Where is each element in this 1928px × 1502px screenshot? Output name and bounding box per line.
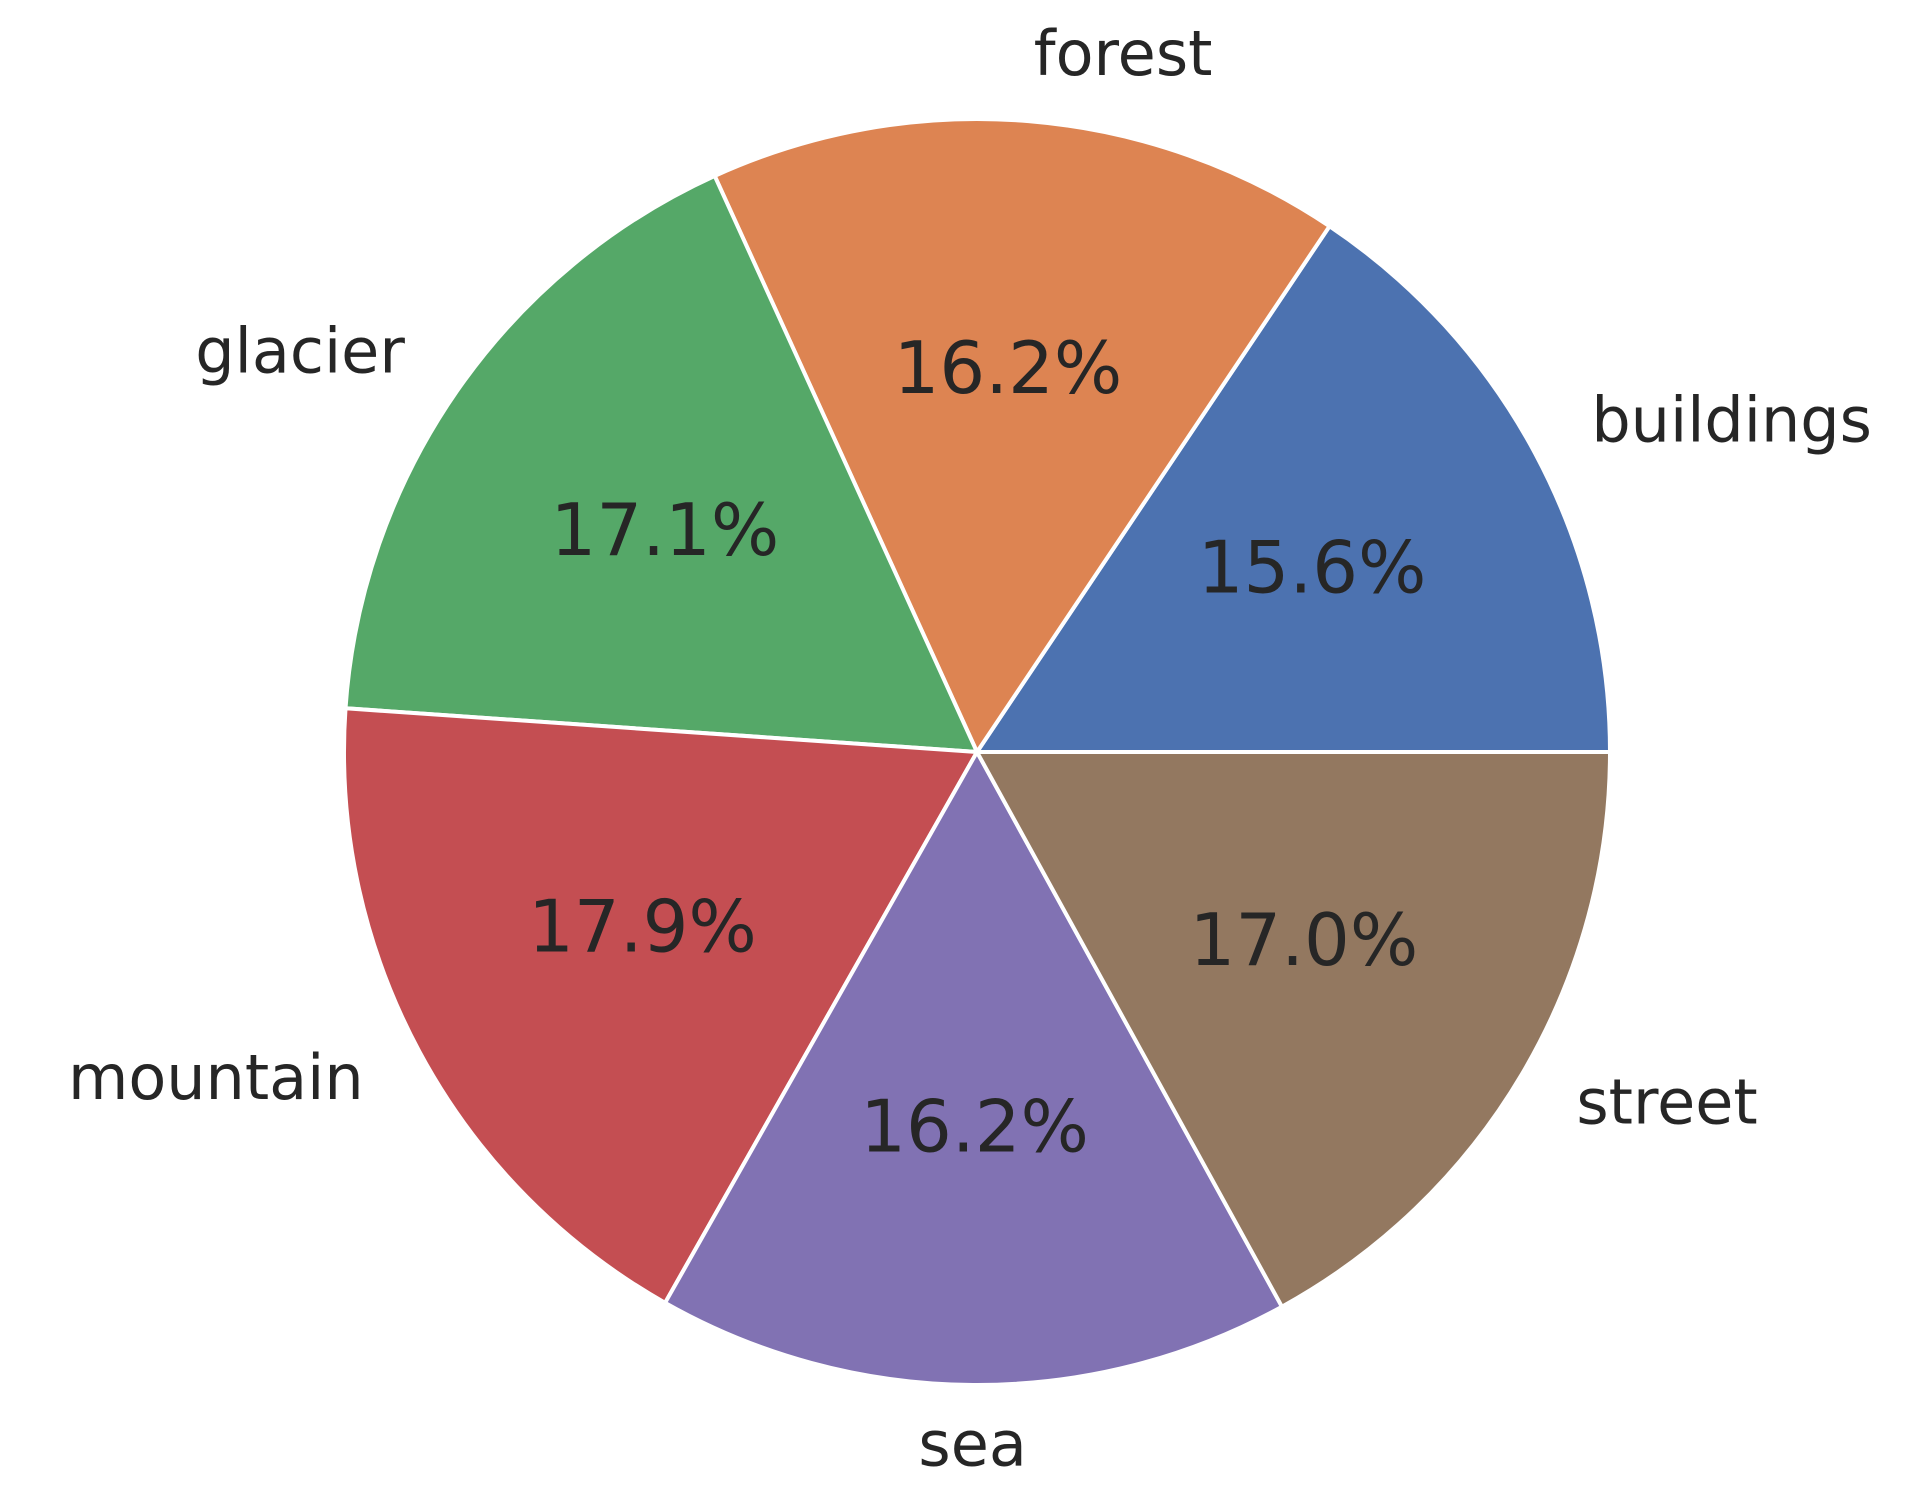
percent-label: 16.2% (860, 1084, 1089, 1168)
slice-label: street (1576, 1066, 1757, 1139)
slice-label: buildings (1591, 383, 1872, 456)
pie-slice (663, 750, 1284, 1387)
slice-label: mountain (68, 1041, 364, 1114)
pie-slice (975, 224, 1612, 754)
percent-label: 17.1% (551, 488, 780, 572)
percent-label: 17.9% (528, 884, 757, 968)
percent-label: 17.0% (1190, 898, 1419, 982)
slice-label: sea (918, 1407, 1026, 1480)
pie-slice (342, 706, 979, 1305)
pie-slice (712, 117, 1332, 754)
pie-slice (343, 173, 979, 754)
slice-label: forest (1034, 17, 1213, 90)
percent-label: 16.2% (894, 326, 1123, 410)
pie-slice (975, 750, 1612, 1309)
slice-label: glacier (195, 314, 405, 387)
percent-label: 15.6% (1198, 526, 1427, 610)
